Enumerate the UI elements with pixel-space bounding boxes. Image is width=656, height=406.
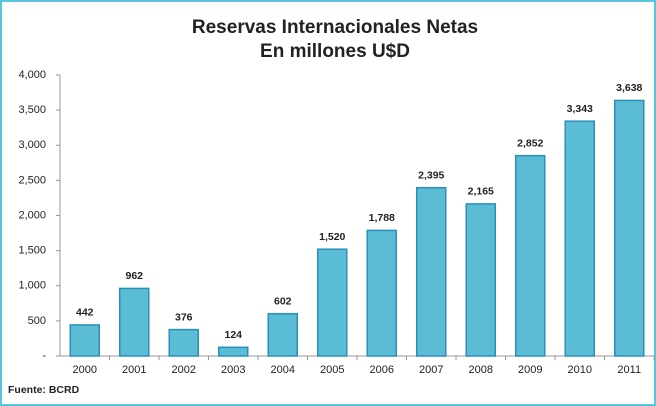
value-label: 2,165 (468, 186, 494, 198)
x-tick-label: 2011 (617, 364, 641, 376)
bar (69, 324, 100, 357)
x-tick-label: 2003 (221, 364, 245, 376)
y-tick-label: 1,000 (18, 280, 46, 292)
y-tick-label: 4,000 (18, 69, 46, 81)
bar (218, 346, 249, 357)
y-tick-label: 3,500 (18, 104, 46, 116)
chart-title: Reservas Internacionales Netas (192, 17, 478, 38)
x-tick-label: 2005 (320, 364, 344, 376)
value-label: 2,395 (418, 170, 444, 182)
value-label: 962 (125, 270, 143, 282)
x-tick-label: 2006 (370, 364, 394, 376)
y-tick-label: 1,500 (18, 245, 46, 257)
x-tick-label: 2002 (172, 364, 196, 376)
bar (614, 99, 645, 357)
x-tick-label: 2000 (73, 364, 97, 376)
bar (465, 203, 496, 357)
y-tick-label: 2,500 (18, 174, 46, 186)
y-tick-label: 500 (28, 315, 46, 327)
x-tick-label: 2009 (518, 364, 542, 376)
bar (168, 328, 199, 357)
x-tick-label: 2004 (271, 364, 295, 376)
bar (267, 312, 298, 357)
bar (119, 287, 150, 357)
value-label: 442 (76, 307, 94, 319)
y-tick-label: - (42, 350, 46, 362)
value-label: 3,343 (567, 103, 593, 115)
bar (317, 248, 348, 357)
bar (515, 154, 546, 357)
y-tick-label: 3,000 (18, 139, 46, 151)
source: Fuente: BCRD (8, 384, 80, 396)
bar (564, 120, 595, 357)
bar (416, 187, 447, 357)
bar (366, 229, 397, 357)
x-tick-label: 2001 (122, 364, 146, 376)
value-label: 1,520 (319, 231, 345, 243)
value-label: 602 (274, 295, 292, 307)
value-label: 1,788 (369, 212, 395, 224)
value-label: 124 (224, 329, 242, 341)
y-tick-label: 2,000 (18, 209, 46, 221)
chart-subtitle: En millones U$D (260, 41, 410, 62)
x-tick-label: 2007 (419, 364, 443, 376)
value-label: 2,852 (517, 137, 543, 149)
value-label: 376 (175, 311, 193, 323)
x-tick-label: 2010 (568, 364, 592, 376)
x-tick-label: 2008 (469, 364, 493, 376)
value-label: 3,638 (616, 82, 642, 94)
